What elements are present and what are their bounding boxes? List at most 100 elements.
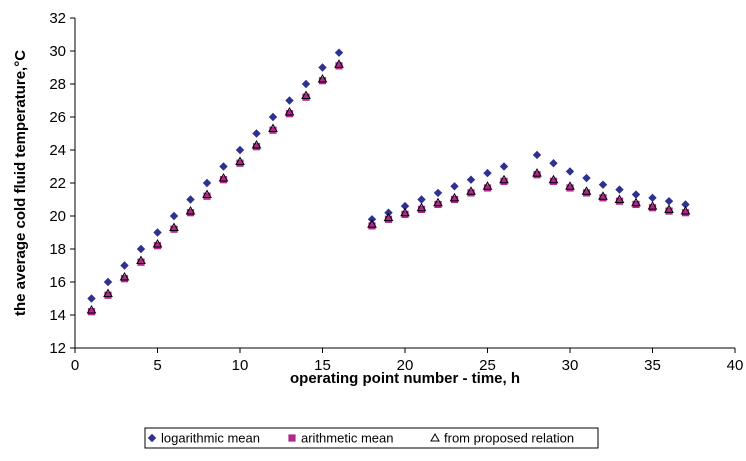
data-point (285, 110, 294, 118)
data-point (434, 200, 442, 209)
y-tick-label: 32 (49, 10, 66, 27)
data-point (252, 129, 261, 138)
data-point (269, 126, 277, 134)
legend-item: from proposed relation (430, 431, 574, 446)
data-point (318, 77, 327, 85)
data-point (499, 174, 509, 184)
data-point (450, 195, 459, 204)
x-tick-label: 35 (644, 357, 661, 374)
data-point (615, 185, 624, 194)
y-tick-label: 30 (49, 43, 66, 60)
data-point (235, 145, 245, 155)
y-tick-label: 24 (49, 142, 66, 159)
data-point (219, 176, 228, 184)
data-point (648, 193, 657, 203)
data-point (335, 62, 343, 70)
data-point (120, 261, 129, 270)
y-tick-label: 28 (49, 76, 66, 93)
data-point (137, 258, 145, 266)
y-tick-label: 26 (49, 109, 66, 126)
y-tick-label: 16 (49, 274, 66, 291)
data-point (417, 205, 426, 213)
data-point (185, 206, 196, 215)
data-point (548, 174, 559, 184)
data-point (533, 171, 541, 179)
x-tick-label: 40 (727, 357, 744, 374)
legend-label: arithmetic mean (301, 431, 393, 446)
y-axis-ticks: 12 14 16 18 20 22 24 26 28 30 32 (49, 10, 75, 357)
data-point (87, 294, 96, 303)
plot-area: 0 5 10 15 20 25 30 35 40 12 14 16 18 20 22 24 26 28 30 32 (49, 10, 743, 374)
data-point (449, 192, 460, 202)
data-point (368, 222, 376, 230)
data-point (549, 177, 558, 185)
data-point (104, 291, 112, 299)
data-point (647, 201, 658, 210)
data-point (152, 239, 163, 248)
data-point (582, 173, 591, 183)
data-point (433, 197, 443, 207)
data-point (532, 150, 542, 160)
data-point (665, 207, 673, 215)
data-point (186, 195, 195, 204)
data-point (153, 228, 162, 237)
data-point (169, 222, 179, 232)
data-point (598, 180, 608, 189)
x-tick-label: 30 (562, 357, 579, 374)
data-point (202, 178, 212, 188)
legend-item: arithmetic mean (288, 431, 393, 446)
data-point (87, 308, 96, 316)
data-point (119, 272, 130, 281)
data-markers (86, 48, 691, 316)
data-point (252, 143, 261, 151)
data-point (417, 195, 426, 204)
data-point (582, 189, 591, 197)
x-tick-label: 15 (314, 357, 331, 374)
legend-box (144, 427, 599, 449)
data-point (268, 123, 278, 133)
legend-label: logarithmic mean (161, 431, 260, 446)
data-point (482, 181, 493, 190)
data-point (483, 184, 492, 192)
series-diamond (87, 48, 690, 303)
data-point (284, 107, 295, 116)
data-point (466, 186, 476, 195)
data-point (186, 209, 195, 217)
data-point (136, 255, 146, 265)
data-point (500, 177, 508, 185)
y-axis-title: the average cold fluid temperature,°C (12, 50, 29, 316)
data-point (136, 244, 146, 254)
data-point (384, 215, 393, 223)
y-tick-label: 12 (49, 340, 66, 357)
data-point (532, 168, 542, 177)
legend-item: logarithmic mean (147, 431, 260, 446)
x-tick-label: 20 (397, 357, 414, 374)
data-point (219, 162, 228, 171)
data-point (681, 209, 690, 217)
data-point (103, 288, 113, 298)
data-point (334, 59, 344, 68)
x-axis-title: operating point number - time, h (290, 370, 520, 387)
data-point (383, 212, 394, 222)
data-point (664, 196, 674, 206)
series-triangle (86, 59, 691, 314)
data-point (466, 175, 476, 184)
data-point (203, 192, 211, 200)
data-point (566, 184, 574, 192)
data-point (317, 74, 328, 83)
data-point (86, 305, 97, 314)
data-point (614, 194, 625, 203)
data-point (549, 159, 558, 168)
data-point (632, 200, 640, 209)
data-point (218, 173, 229, 182)
legend-label: from proposed relation (444, 431, 574, 446)
data-point (334, 48, 344, 57)
x-tick-label: 5 (153, 357, 161, 374)
data-point (400, 207, 410, 217)
data-point (467, 189, 475, 197)
data-point (301, 90, 311, 100)
data-point (401, 210, 409, 218)
data-point (285, 96, 294, 105)
data-point (120, 275, 129, 283)
